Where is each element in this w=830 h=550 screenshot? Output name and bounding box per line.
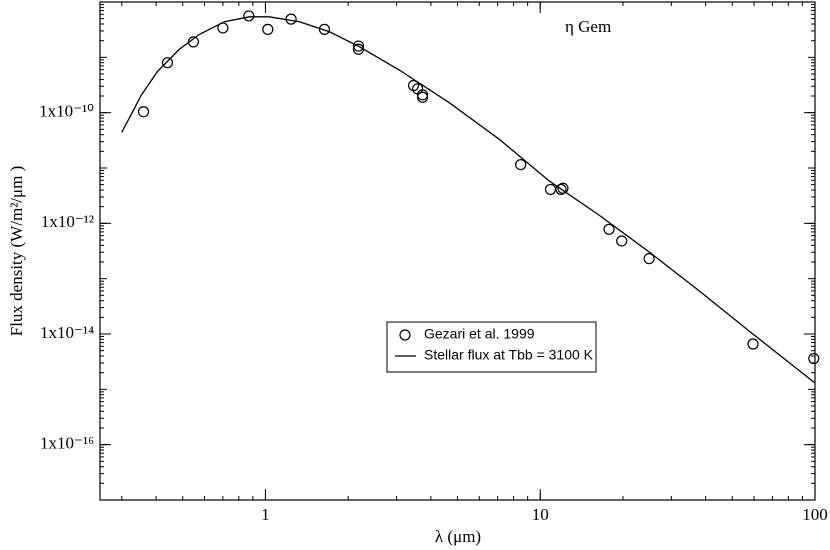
legend-box bbox=[386, 321, 597, 373]
data-point bbox=[161, 57, 174, 69]
data-point bbox=[318, 23, 331, 35]
data-point bbox=[747, 338, 759, 350]
y-tick-label: 1x10⁻¹² bbox=[41, 212, 94, 231]
annotation: η Gem bbox=[565, 17, 611, 36]
y-tick-label: 1x10⁻¹⁴ bbox=[40, 323, 94, 342]
model-line bbox=[121, 16, 816, 384]
y-tick-label: 1x10⁻¹⁶ bbox=[40, 434, 94, 453]
legend-symbol bbox=[399, 329, 411, 341]
y-tick-label: 1x10⁻¹⁰ bbox=[39, 102, 94, 121]
data-point bbox=[352, 40, 365, 52]
x-axis-label: λ (μm) bbox=[435, 527, 481, 546]
legend-label: Stellar flux at Tbb = 3100 K bbox=[424, 347, 594, 363]
legend-label: Gezari et al. 1999 bbox=[424, 326, 535, 342]
data-point bbox=[603, 223, 615, 235]
x-tick-label: 1 bbox=[261, 505, 270, 524]
plot-frame bbox=[99, 1, 816, 501]
data-point bbox=[555, 183, 567, 196]
data-point bbox=[616, 235, 628, 247]
data-point bbox=[262, 23, 274, 35]
x-tick-label: 10 bbox=[532, 505, 549, 524]
data-point bbox=[137, 106, 150, 118]
data-point bbox=[557, 182, 569, 194]
data-point bbox=[643, 253, 655, 265]
data-point bbox=[243, 10, 255, 22]
y-axis-label: Flux density (W/m²/μm ) bbox=[7, 166, 26, 337]
x-tick-label: 100 bbox=[802, 505, 828, 524]
data-point bbox=[515, 159, 527, 171]
data-point bbox=[808, 352, 820, 365]
data-point bbox=[407, 79, 420, 92]
data-point bbox=[416, 91, 429, 103]
data-point bbox=[285, 13, 297, 25]
data-point bbox=[544, 183, 557, 196]
